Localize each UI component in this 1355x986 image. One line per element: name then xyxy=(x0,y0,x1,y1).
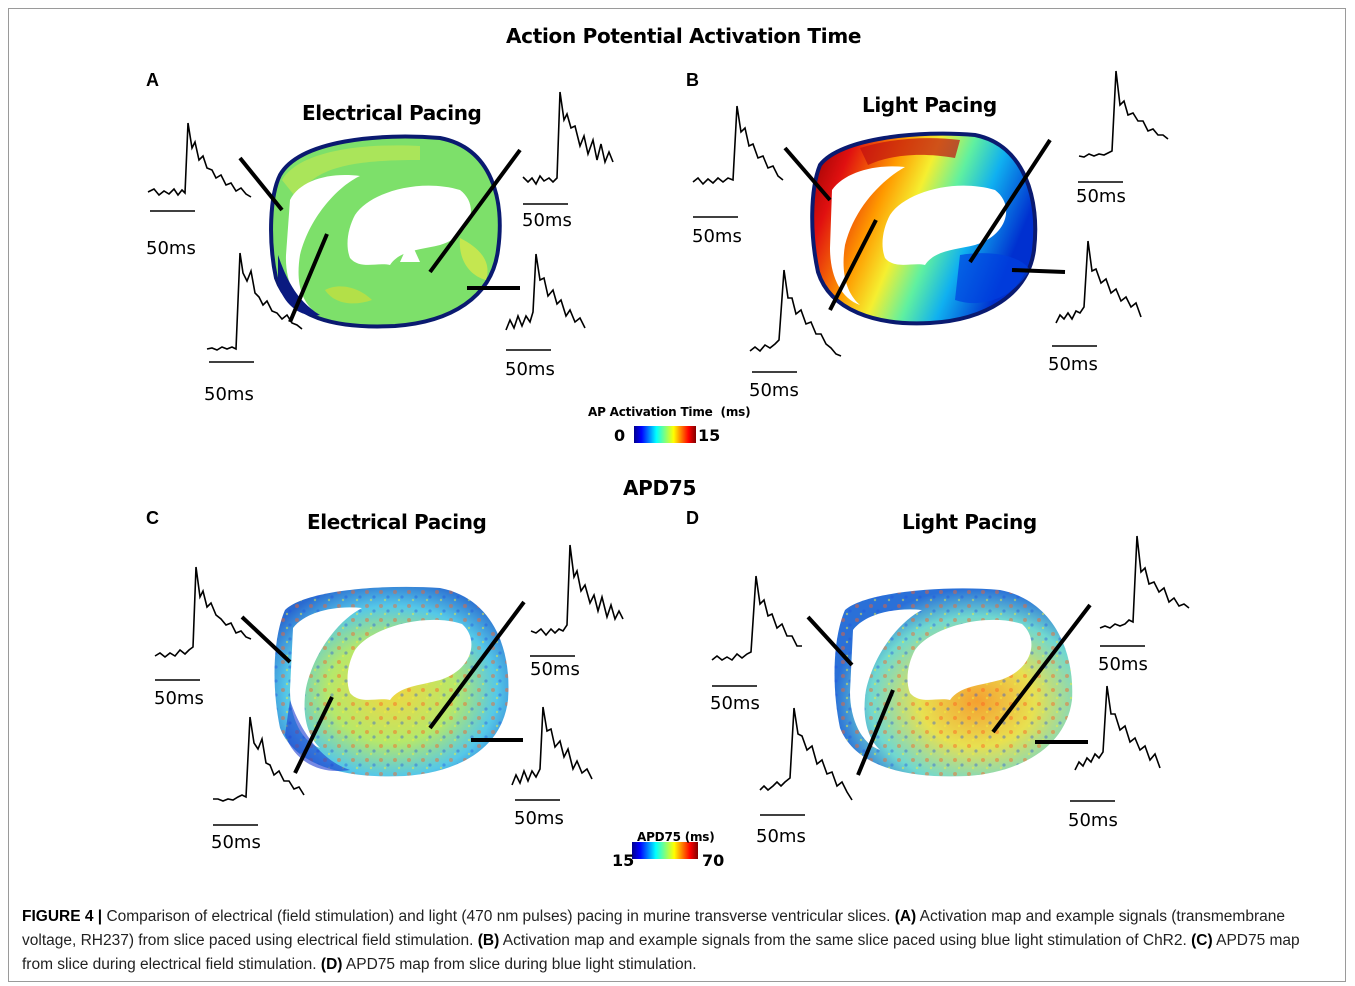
scale-label: 50ms xyxy=(514,808,564,829)
scale-label: 50ms xyxy=(710,693,760,714)
panel-title-c: Electrical Pacing xyxy=(307,510,487,534)
scale-label: 50ms xyxy=(1076,186,1126,207)
caption-b-label: (B) xyxy=(477,932,500,949)
scale-label: 50ms xyxy=(756,826,806,847)
panel-letter-d: D xyxy=(686,508,699,528)
caption-d-label: (D) xyxy=(320,956,343,973)
colorbar-activation-title: AP Activation Time (ms) xyxy=(588,405,751,419)
caption-b-text: Activation map and example signals from … xyxy=(499,932,1192,949)
colorbar-apd75-max: 70 xyxy=(702,851,725,870)
colorbar-apd75-min: 15 xyxy=(612,851,635,870)
slice-map-c xyxy=(274,586,509,777)
colorbar-activation xyxy=(634,426,696,443)
scale-label: 50ms xyxy=(530,659,580,680)
colorbar-apd75-title: APD75 (ms) xyxy=(637,830,715,844)
colorbar-activation-max: 15 xyxy=(698,426,721,445)
panel-title-a: Electrical Pacing xyxy=(302,101,482,125)
scale-label: 50ms xyxy=(1048,354,1098,375)
scale-label: 50ms xyxy=(154,688,204,709)
panel-letter-b: B xyxy=(686,70,699,90)
scale-label: 50ms xyxy=(1098,654,1148,675)
leader-lines xyxy=(238,138,1092,776)
scale-label: 50ms xyxy=(749,380,799,401)
colorbar-apd75 xyxy=(632,842,698,859)
caption-a-text: Activation map and example signals (tran… xyxy=(22,908,1285,949)
scale-label: 50ms xyxy=(204,384,254,405)
scale-label: 50ms xyxy=(692,226,742,247)
scale-label: 50ms xyxy=(522,210,572,231)
scale-label: 50ms xyxy=(505,359,555,380)
scale-bars xyxy=(150,181,1145,826)
scale-label: 50ms xyxy=(146,238,196,259)
slice-map-b xyxy=(810,131,1038,326)
colorbar-activation-min: 0 xyxy=(614,426,626,445)
scale-label: 50ms xyxy=(211,832,261,853)
figure-caption: FIGURE 4 | Comparison of electrical (fie… xyxy=(22,905,1332,977)
slice-map-d xyxy=(834,588,1073,777)
caption-a-label: (A) xyxy=(894,908,917,925)
caption-d-text: APD75 map from slice during blue light s… xyxy=(342,956,697,973)
figure-frame xyxy=(8,8,1346,982)
slice-map-a xyxy=(269,134,502,329)
panel-title-d: Light Pacing xyxy=(902,510,1037,534)
scale-label: 50ms xyxy=(1068,810,1118,831)
caption-c-text: APD75 map from slice during electrical f… xyxy=(22,932,1300,973)
caption-label: FIGURE 4 | xyxy=(22,908,103,925)
caption-c-label: (C) xyxy=(1191,932,1213,949)
panel-letter-a: A xyxy=(146,70,159,90)
ap-traces xyxy=(147,70,1190,802)
panel-title-b: Light Pacing xyxy=(862,93,997,117)
caption-text: Comparison of electrical (field stimulat… xyxy=(102,908,895,925)
top-section-title: Action Potential Activation Time xyxy=(506,24,862,48)
bottom-section-title: APD75 xyxy=(623,476,697,500)
panel-letter-c: C xyxy=(146,508,159,528)
